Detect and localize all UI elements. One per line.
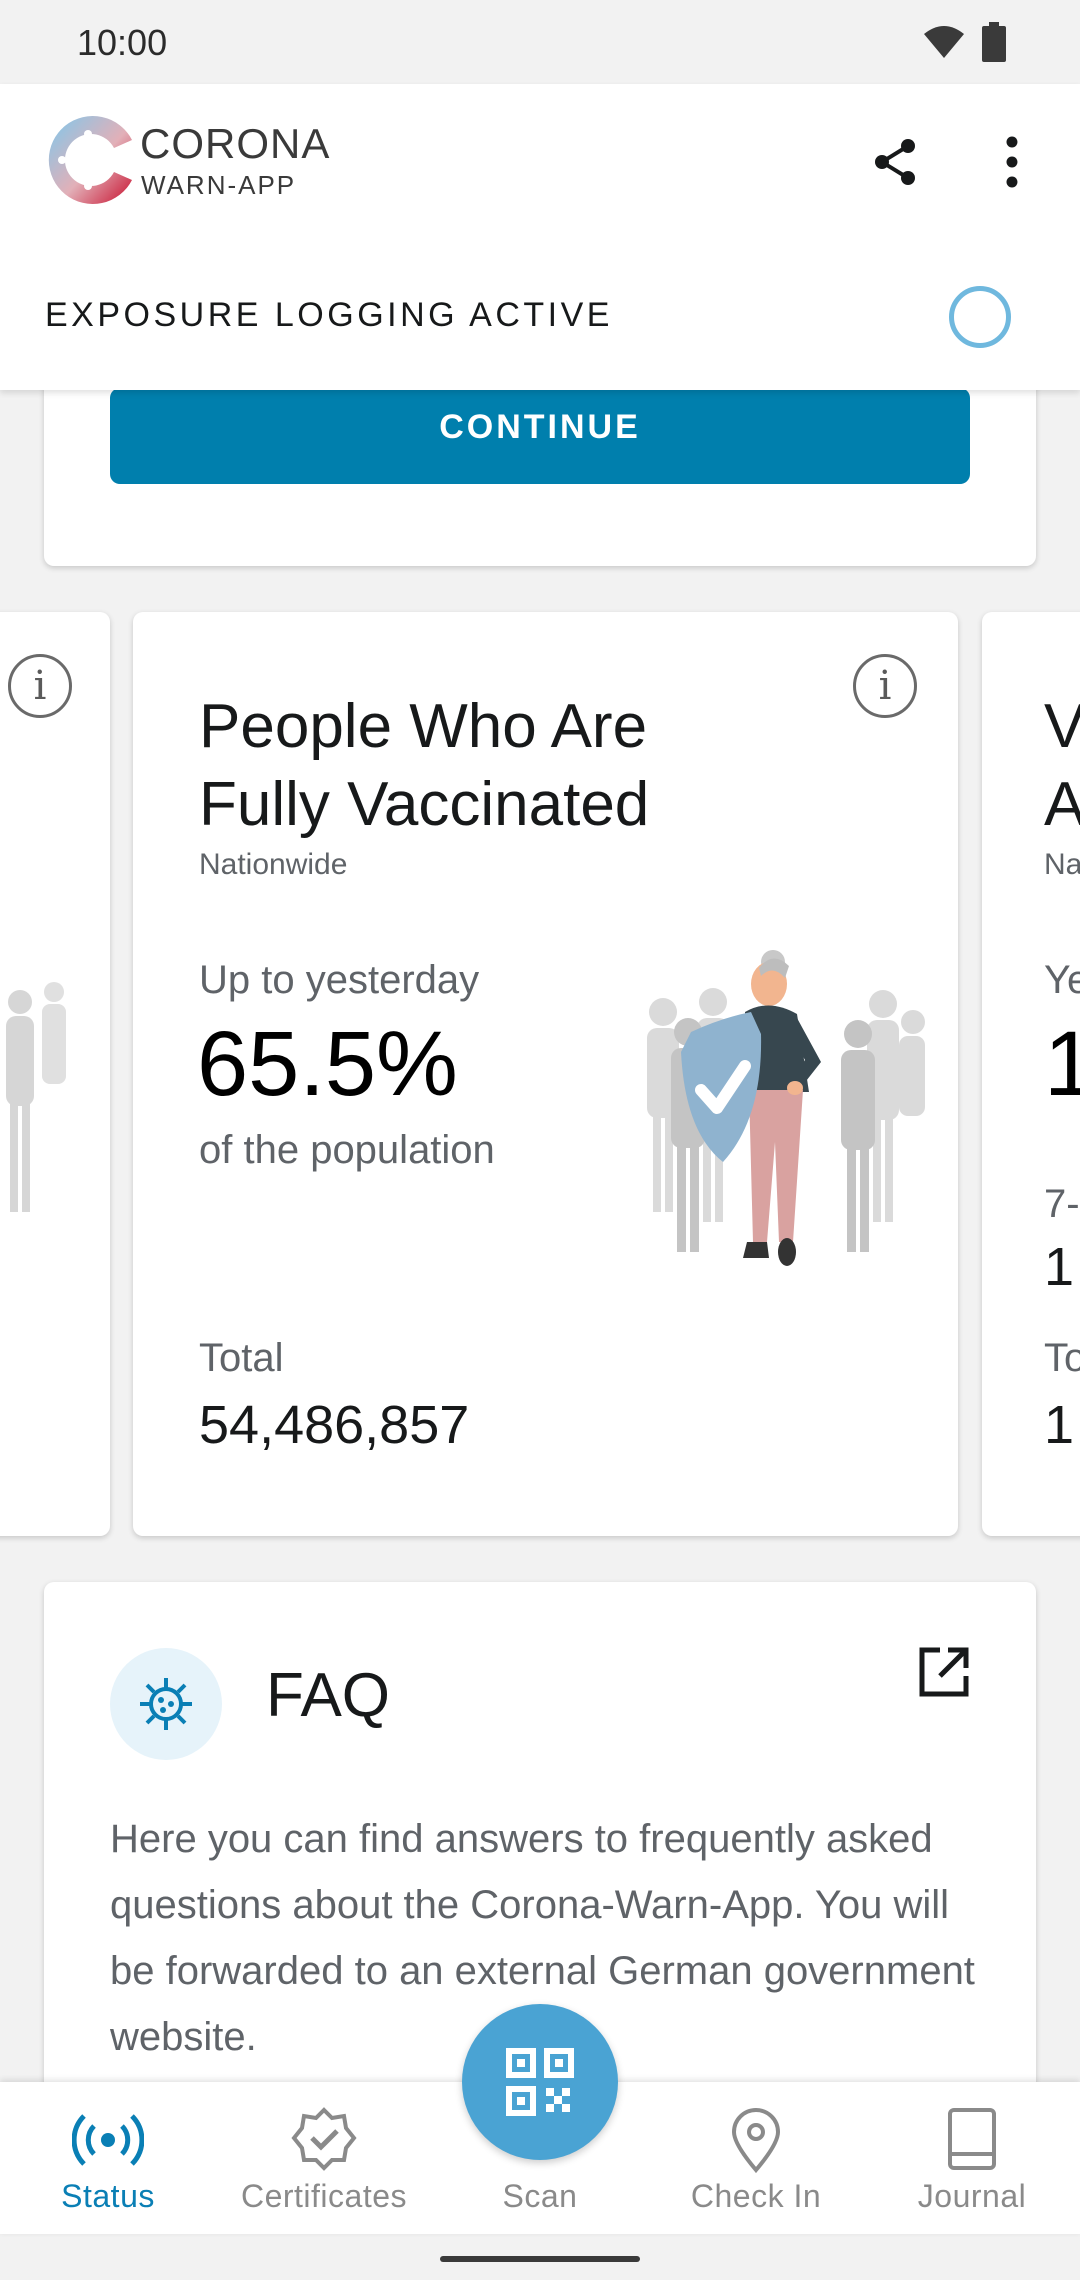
corona-warn-app-logo-icon bbox=[48, 116, 133, 204]
nav-item-journal[interactable]: Journal bbox=[864, 2082, 1080, 2234]
home-indicator[interactable] bbox=[440, 2256, 640, 2262]
nav-item-certificates[interactable]: Certificates bbox=[216, 2082, 432, 2234]
scan-fab-button[interactable] bbox=[462, 2004, 618, 2160]
certificate-badge-icon bbox=[291, 2107, 357, 2171]
status-broadcast-icon bbox=[72, 2114, 144, 2166]
faq-card[interactable]: FAQ Here you can find answers to frequen… bbox=[44, 1582, 1036, 2122]
share-icon[interactable] bbox=[868, 134, 924, 190]
vaccinated-person-illustration-icon bbox=[647, 950, 925, 1266]
exposure-progress-ring bbox=[949, 286, 1011, 348]
next-card-value-peek: 1 bbox=[1044, 1013, 1080, 1115]
exposure-logging-status[interactable]: EXPOSURE LOGGING ACTIVE bbox=[45, 296, 613, 334]
open-external-icon[interactable] bbox=[916, 1644, 972, 1700]
nav-label-certificates: Certificates bbox=[240, 2178, 408, 2214]
nav-item-status[interactable]: Status bbox=[0, 2082, 216, 2234]
virus-icon bbox=[140, 1678, 192, 1730]
book-icon bbox=[948, 2108, 996, 2170]
status-bar: 10:00 bbox=[0, 0, 1080, 84]
next-card-label-peek: Ye bbox=[1044, 958, 1080, 1002]
battery-icon bbox=[982, 22, 1006, 62]
app-header: CORONA WARN-APP EXPOSURE LOGGING ACTIVE bbox=[0, 84, 1080, 390]
nav-label-scan: Scan bbox=[502, 2178, 578, 2214]
next-card-total-value-peek: 1 bbox=[1044, 1395, 1075, 1455]
nav-label-status: Status bbox=[61, 2178, 155, 2214]
population-label: of the population bbox=[199, 1128, 495, 1172]
up-to-label: Up to yesterday bbox=[199, 958, 480, 1002]
next-card-subtitle-peek: Na bbox=[1044, 848, 1080, 881]
next-card-total-label-peek: To bbox=[1044, 1336, 1080, 1380]
wifi-icon bbox=[924, 26, 964, 58]
next-card-secondary-label-peek: 7- bbox=[1044, 1182, 1080, 1226]
card-subtitle: Nationwide bbox=[199, 848, 348, 881]
total-label: Total bbox=[199, 1336, 284, 1380]
qr-code-icon bbox=[506, 2048, 574, 2116]
statistics-card-previous[interactable]: i bbox=[0, 612, 110, 1536]
faq-title: FAQ bbox=[266, 1661, 391, 1730]
nav-item-scan[interactable]: Scan bbox=[432, 2082, 648, 2234]
status-time: 10:00 bbox=[77, 22, 168, 63]
card-title: People Who Are Fully Vaccinated bbox=[199, 692, 650, 839]
faq-badge bbox=[110, 1648, 222, 1760]
nav-label-check-in: Check In bbox=[690, 2178, 822, 2214]
location-pin-icon bbox=[731, 2108, 781, 2174]
nav-item-check-in[interactable]: Check In bbox=[648, 2082, 864, 2234]
vaccination-statistics-card: i People Who Are Fully Vaccinated Nation… bbox=[133, 612, 958, 1536]
next-card-secondary-value-peek: 1 bbox=[1044, 1237, 1075, 1297]
info-icon[interactable]: i bbox=[853, 654, 917, 718]
continue-button[interactable]: CONTINUE bbox=[110, 388, 970, 484]
crowd-illustration-icon bbox=[6, 982, 66, 1212]
logo-subtitle: WARN-APP bbox=[141, 170, 297, 200]
vaccination-percentage: 65.5% bbox=[197, 1013, 458, 1115]
logo-title: CORONA bbox=[140, 120, 331, 167]
total-value: 54,486,857 bbox=[199, 1395, 470, 1455]
more-vert-icon[interactable] bbox=[1000, 134, 1024, 190]
nav-label-journal: Journal bbox=[917, 2178, 1027, 2214]
info-icon[interactable]: i bbox=[8, 654, 72, 718]
faq-description: Here you can find answers to frequently … bbox=[110, 1817, 975, 2059]
